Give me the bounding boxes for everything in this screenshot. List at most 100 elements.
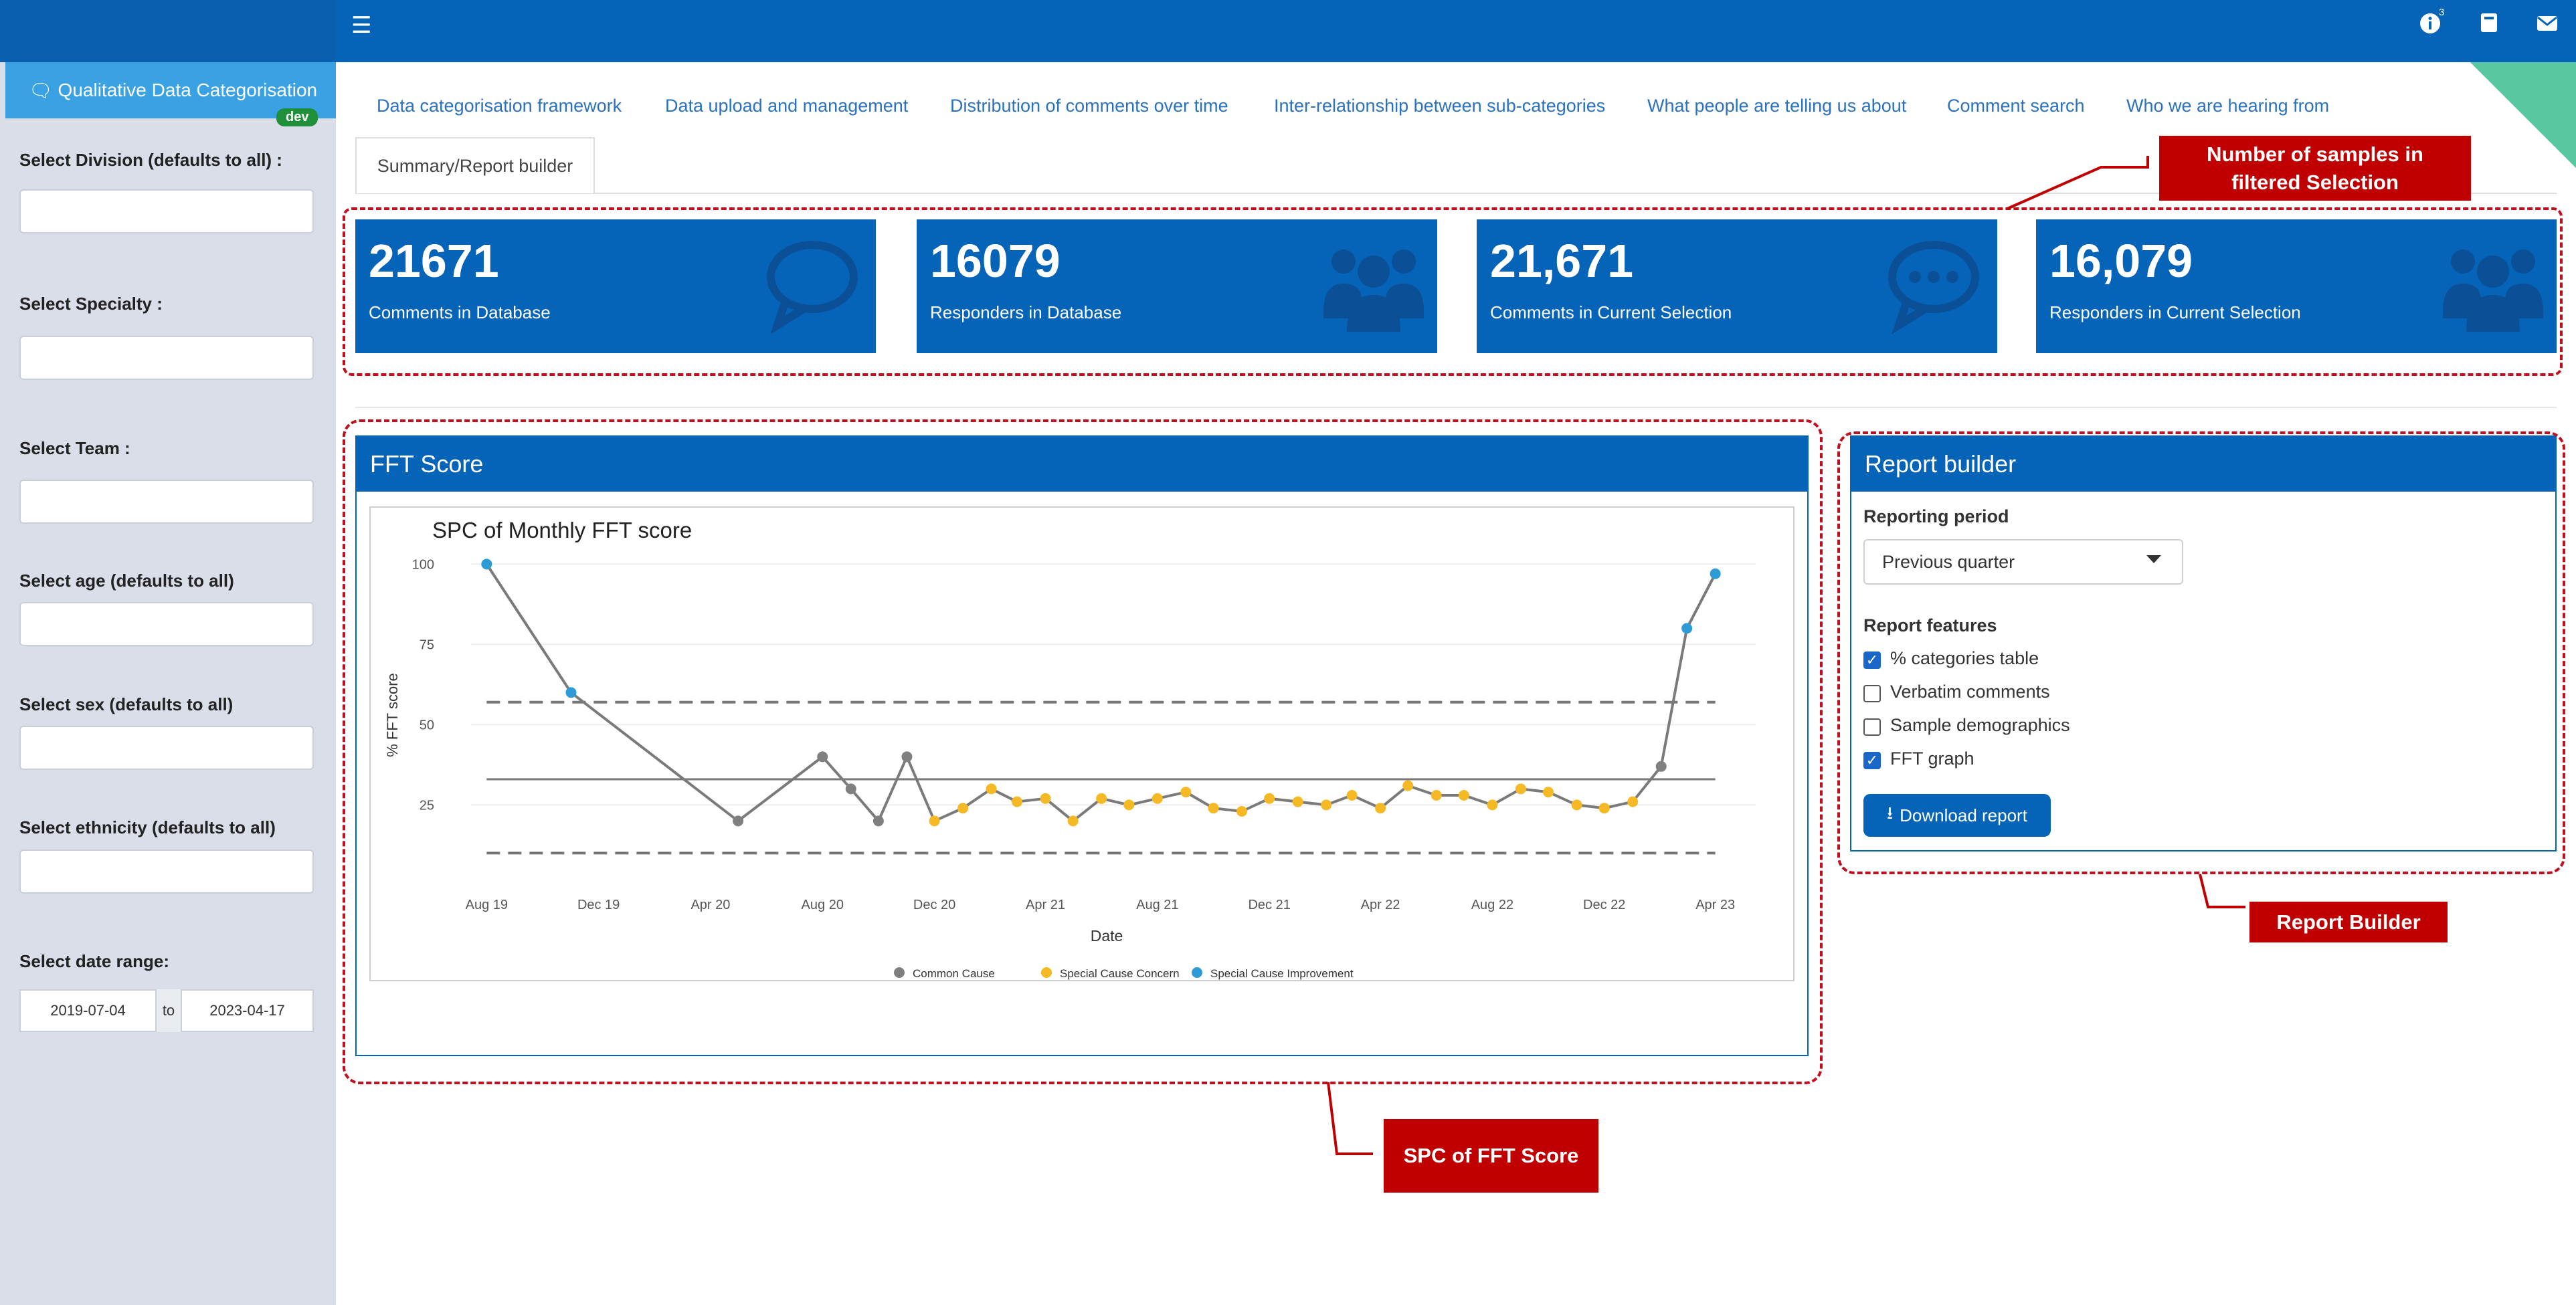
tab-comment-search[interactable]: Comment search (1947, 96, 2085, 116)
annotation-frame-fft (343, 419, 1823, 1084)
legend-label: Common Cause (913, 967, 995, 980)
data-point (1681, 623, 1693, 634)
x-tick-label: Apr 23 (1695, 898, 1735, 912)
tab-inter-relationship[interactable]: Inter-relationship between sub-categorie… (1274, 96, 1606, 116)
y-axis-label: % FFT score (384, 673, 401, 757)
spc-chart-frame: SPC of Monthly FFT score 25 50 75 100 Aug 19 D… (369, 506, 1795, 981)
tab-what-people-say[interactable]: What people are telling us about (1647, 96, 1907, 116)
report-features-label: Report features (1863, 615, 1997, 635)
data-point (1458, 790, 1469, 801)
data-point (1402, 780, 1414, 791)
data-point (1067, 815, 1079, 827)
comment-icon (767, 241, 858, 334)
data-point (1264, 793, 1275, 804)
legend-marker (1192, 967, 1202, 978)
annotation-samples-callout: Number of samples in filtered Selection (2159, 136, 2471, 201)
envelope-icon[interactable] (2533, 12, 2562, 41)
data-point (1543, 787, 1554, 798)
division-select[interactable] (19, 189, 314, 233)
x-tick-label: Dec 19 (577, 898, 620, 912)
data-point (957, 803, 969, 814)
x-tick-label: Aug 21 (1136, 898, 1178, 912)
data-point (1515, 783, 1526, 795)
chart-title: SPC of Monthly FFT score (432, 518, 692, 542)
users-icon (1323, 249, 1424, 332)
annotation-samples-line2: filtered Selection (2231, 170, 2399, 194)
data-point (929, 815, 940, 827)
data-point (901, 751, 913, 763)
data-point (986, 783, 997, 795)
book-icon[interactable] (2474, 12, 2504, 41)
annotation-report-builder-callout: Report Builder (2249, 902, 2448, 942)
value-box-comments-selection: 21,671 Comments in Current Selection (1477, 219, 1997, 353)
end-date-input[interactable]: 2023-04-17 (181, 989, 314, 1032)
y-tick-label: 25 (420, 798, 434, 813)
navbar-brand-area (0, 0, 336, 62)
data-point (872, 815, 884, 827)
data-point (1236, 806, 1247, 817)
start-date-input[interactable]: 2019-07-04 (19, 989, 157, 1032)
x-tick-label: Aug 22 (1471, 898, 1513, 912)
value-number: 16079 (930, 235, 1061, 287)
feature-checkbox-verbatim-comments[interactable] (1863, 685, 1881, 702)
data-point (1487, 799, 1498, 811)
value-box-responders-selection: 16,079 Responders in Current Selection (2036, 219, 2557, 353)
sidebar-toggle-icon[interactable]: ☰ (351, 13, 372, 38)
data-point (1346, 790, 1358, 801)
division-label: Select Division (defaults to all) : (19, 150, 282, 170)
y-tick-label: 75 (420, 637, 434, 652)
team-select[interactable] (19, 480, 314, 524)
comment-dots-icon (1888, 241, 1979, 334)
data-point (845, 783, 856, 795)
data-point (1180, 787, 1192, 798)
specialty-select[interactable] (19, 336, 314, 380)
feature-label: Sample demographics (1890, 715, 2070, 735)
value-number: 16,079 (2049, 235, 2193, 287)
data-point (1710, 568, 1721, 579)
tab-who-we-hear-from[interactable]: Who we are hearing from (2126, 96, 2330, 116)
tab-data-upload[interactable]: Data upload and management (665, 96, 909, 116)
tab-data-categorisation-framework[interactable]: Data categorisation framework (377, 96, 622, 116)
caret-down-icon (2146, 555, 2161, 563)
data-point (1292, 796, 1303, 807)
x-tick-label: Apr 20 (691, 898, 730, 912)
x-tick-label: Aug 19 (466, 898, 508, 912)
feature-checkbox-fft-graph[interactable]: ✓ (1863, 752, 1881, 769)
app-title: Qualitative Data Categorisation (58, 80, 318, 100)
annotation-samples-line1: Number of samples in (2207, 142, 2423, 166)
sex-select[interactable] (19, 726, 314, 770)
x-tick-label: Apr 22 (1361, 898, 1400, 912)
x-tick-label: Dec 22 (1583, 898, 1625, 912)
data-point (1012, 796, 1022, 807)
x-tick-label: Dec 21 (1248, 898, 1290, 912)
data-point (1375, 803, 1386, 814)
data-point (1123, 799, 1135, 811)
value-box-responders-db: 16079 Responders in Database (917, 219, 1437, 353)
data-point (733, 815, 744, 827)
notification-count-badge: 3 (2439, 7, 2445, 18)
github-corner-ribbon[interactable] (2470, 62, 2576, 168)
tab-summary-report-builder[interactable]: Summary/Report builder (355, 137, 595, 193)
age-select[interactable] (19, 602, 314, 646)
date-range-separator: to (157, 989, 181, 1032)
feature-checkbox-sample-demographics[interactable] (1863, 718, 1881, 736)
info-icon[interactable] (2415, 12, 2445, 41)
download-report-button[interactable]: ⭳ Download report (1863, 794, 2051, 837)
value-label: Responders in Current Selection (2049, 302, 2301, 322)
data-point (565, 687, 577, 698)
feature-checkbox-categories-table[interactable]: ✓ (1863, 651, 1881, 669)
data-point (1208, 803, 1219, 814)
comment-icon: 🗨 (29, 80, 53, 101)
reporting-period-select[interactable]: Previous quarter (1863, 539, 2183, 585)
tab-distribution[interactable]: Distribution of comments over time (950, 96, 1228, 116)
section-divider (355, 407, 2557, 408)
ethnicity-select[interactable] (19, 849, 314, 894)
sidebar (0, 62, 336, 1305)
age-label: Select age (defaults to all) (19, 571, 234, 591)
download-icon: ⭳ (1887, 803, 1894, 823)
data-point (1096, 793, 1107, 804)
annotation-spc-callout: SPC of FFT Score (1384, 1119, 1598, 1193)
value-label: Comments in Database (369, 302, 551, 322)
data-point (481, 559, 492, 570)
